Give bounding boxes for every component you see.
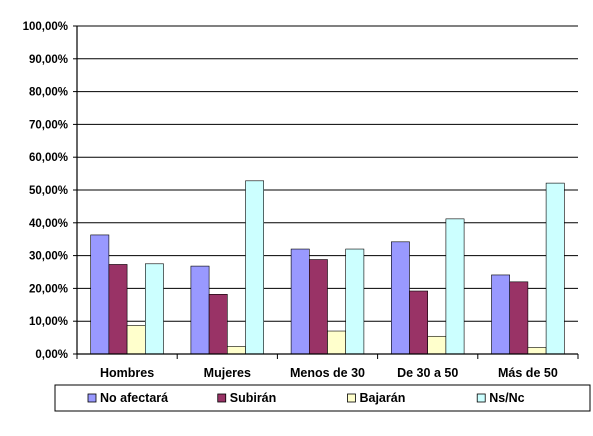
bar xyxy=(190,265,210,355)
axes xyxy=(73,25,579,359)
legend: No afectará Subirán Bajarán Ns/Nc xyxy=(54,384,591,412)
y-tick-label: 20,00% xyxy=(29,283,68,295)
bars xyxy=(90,180,565,355)
bar xyxy=(527,347,547,355)
legend-swatch xyxy=(476,393,486,403)
bar xyxy=(427,335,447,355)
y-tick-label: 10,00% xyxy=(29,316,68,328)
legend-label: Subirán xyxy=(230,391,277,405)
y-tick-label: 30,00% xyxy=(29,251,68,263)
bar xyxy=(509,281,529,355)
bar xyxy=(245,180,265,355)
bar xyxy=(545,182,565,355)
x-tick-labels: Hombres Mujeres Menos de 30 De 30 a 50 Más d… xyxy=(100,366,558,380)
legend-swatch xyxy=(217,393,227,403)
bar xyxy=(345,248,365,355)
y-tick-label: 0,00% xyxy=(35,349,68,361)
y-tick-label: 90,00% xyxy=(29,54,68,66)
y-tick-label: 70,00% xyxy=(29,119,68,131)
y-tick-label: 80,00% xyxy=(29,87,68,99)
legend-swatch xyxy=(347,393,356,403)
bar xyxy=(327,330,347,355)
x-tick-label: Más de 50 xyxy=(498,366,558,380)
bar xyxy=(491,274,511,355)
x-tick-label: Hombres xyxy=(100,366,154,380)
bar xyxy=(90,234,110,355)
bar xyxy=(445,218,465,355)
legend-label: Bajarán xyxy=(359,391,405,405)
bar xyxy=(308,259,328,355)
x-tick-label: Mujeres xyxy=(204,366,251,380)
bar xyxy=(208,294,228,355)
y-tick-label: 60,00% xyxy=(29,152,68,164)
bar xyxy=(409,290,429,355)
y-tick-label: 40,00% xyxy=(29,218,68,230)
bar xyxy=(390,241,410,355)
y-tick-label: 100,00% xyxy=(23,21,68,33)
x-tick-label: Menos de 30 xyxy=(290,366,365,380)
bar xyxy=(290,248,310,355)
bar xyxy=(126,325,146,355)
y-tick-labels: 0,00% 10,00% 20,00% 30,00% 40,00% 50,00% 60,00… xyxy=(23,21,68,361)
x-tick-label: De 30 a 50 xyxy=(397,366,458,380)
bar xyxy=(227,346,246,355)
legend-box xyxy=(54,384,591,412)
bar xyxy=(108,264,128,355)
legend-swatch xyxy=(87,393,97,403)
legend-label: Ns/Nc xyxy=(489,391,524,405)
y-tick-label: 50,00% xyxy=(29,185,68,197)
bar xyxy=(145,263,164,355)
legend-label: No afectará xyxy=(100,391,168,405)
